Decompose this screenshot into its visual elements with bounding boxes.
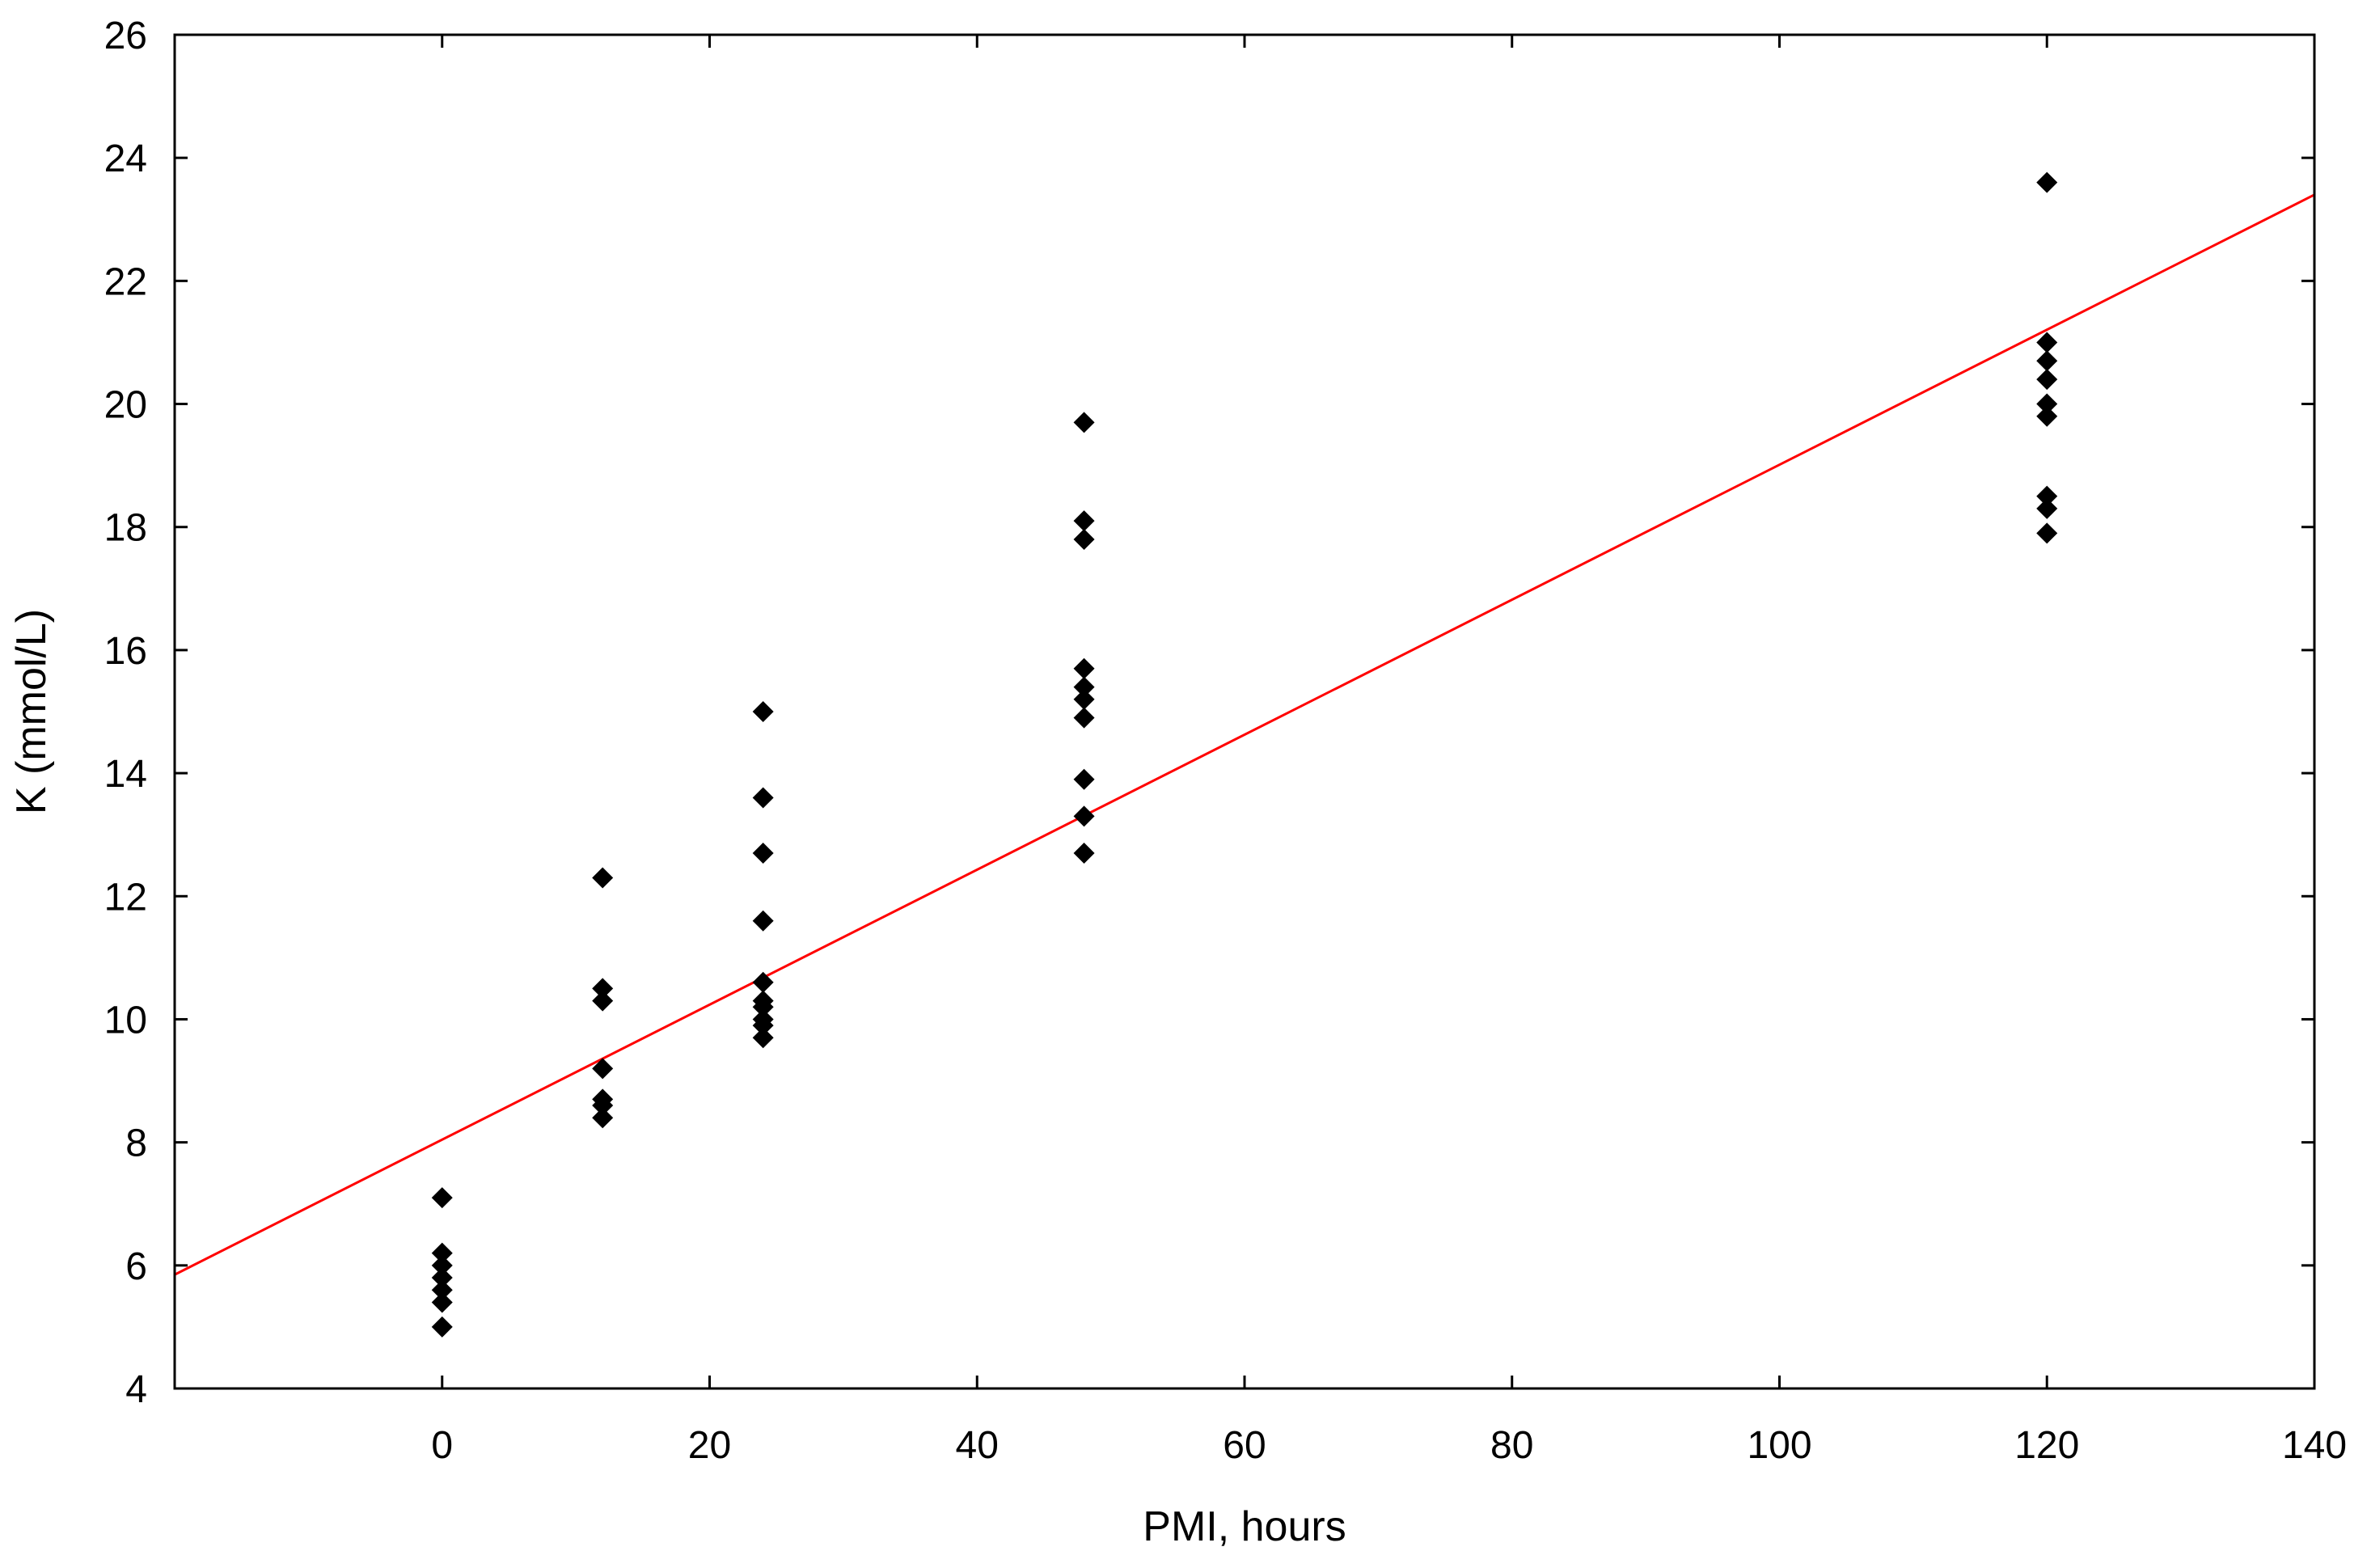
y-tick-label: 26 [104, 15, 147, 57]
ticks-layer [175, 33, 2316, 1390]
data-point [752, 1027, 774, 1049]
data-point [1073, 412, 1095, 433]
data-point [1073, 768, 1095, 790]
x-tick-label: 80 [1490, 1424, 1533, 1467]
fit-layer [174, 193, 2315, 1276]
data-point [1073, 688, 1095, 710]
data-point [752, 787, 774, 809]
data-point [2036, 405, 2058, 427]
data-point [431, 1254, 453, 1276]
x-tick-label: 20 [688, 1424, 731, 1467]
y-tick-label: 14 [104, 753, 147, 796]
data-point [2036, 393, 2058, 415]
data-point [1073, 510, 1095, 532]
y-tick-label: 8 [125, 1122, 147, 1165]
y-tick-label: 20 [104, 384, 147, 427]
y-tick-label: 22 [104, 260, 147, 303]
data-point [431, 1267, 453, 1289]
points-layer [431, 171, 2058, 1338]
x-tick-label: 100 [1747, 1424, 1811, 1467]
data-point [752, 701, 774, 722]
data-point [752, 843, 774, 864]
data-point [2036, 350, 2058, 372]
data-point [431, 1242, 453, 1264]
y-tick-label: 24 [104, 137, 147, 180]
data-point [2036, 522, 2058, 544]
data-point [1073, 843, 1095, 864]
data-point [592, 1058, 614, 1080]
data-point [2036, 485, 2058, 507]
data-point [1073, 707, 1095, 729]
data-point [2036, 369, 2058, 391]
data-point [1073, 528, 1095, 550]
data-point [752, 910, 774, 932]
x-tick-label: 60 [1223, 1424, 1266, 1467]
data-point [592, 990, 614, 1012]
regression-line [174, 193, 2315, 1276]
data-point [592, 1107, 614, 1129]
data-point [2036, 171, 2058, 193]
data-point [592, 867, 614, 889]
data-point [752, 996, 774, 1018]
data-point [592, 978, 614, 1000]
y-axis-title: K (mmol/L) [8, 609, 55, 814]
y-tick-label: 6 [125, 1245, 147, 1288]
data-point [431, 1187, 453, 1209]
data-point [1073, 657, 1095, 679]
data-point [752, 1015, 774, 1037]
plot-frame [173, 33, 2316, 1390]
y-tick-label: 16 [104, 630, 147, 673]
x-tick-label: 0 [431, 1424, 453, 1467]
y-tick-label: 4 [125, 1368, 147, 1411]
x-axis-title: PMI, hours [1143, 1503, 1346, 1550]
data-point [431, 1316, 453, 1338]
x-tick-label: 40 [956, 1424, 999, 1467]
x-tick-label: 120 [2014, 1424, 2079, 1467]
y-tick-label: 18 [104, 507, 147, 550]
data-point [2036, 332, 2058, 353]
data-point [1073, 805, 1095, 827]
data-point [592, 1094, 614, 1116]
data-point [431, 1291, 453, 1313]
y-tick-label: 12 [104, 876, 147, 919]
x-tick-label: 140 [2282, 1424, 2347, 1467]
data-point [752, 971, 774, 993]
data-point [1073, 676, 1095, 698]
data-point [431, 1279, 453, 1301]
labels-layer: 0 20 40 60 80 100 120 140 4 6 8 10 12 14 16 18 20 22 24 26 [104, 15, 2347, 1467]
data-point [2036, 497, 2058, 519]
y-tick-label: 10 [104, 999, 147, 1042]
